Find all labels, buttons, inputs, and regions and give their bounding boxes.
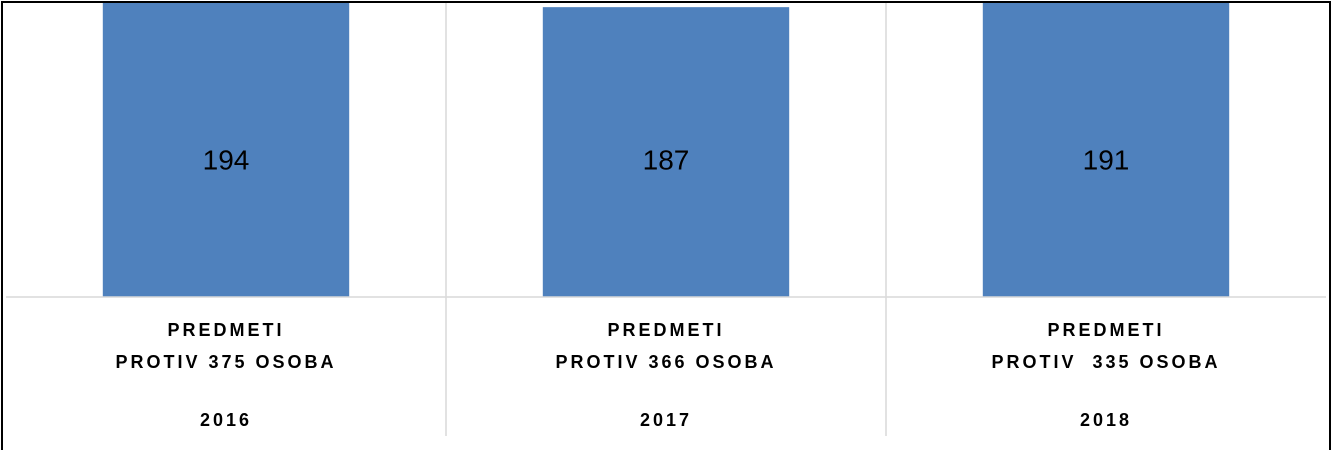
x-tick-label: 2016 bbox=[200, 410, 252, 430]
bar bbox=[102, 3, 350, 298]
x-tick-label: PROTIV 366 OSOBA bbox=[555, 352, 776, 372]
value-label: 187 bbox=[643, 144, 690, 175]
x-tick-label: PROTIV 375 OSOBA bbox=[115, 352, 336, 372]
x-tick-label: 2018 bbox=[1080, 410, 1132, 430]
x-tick-label: PREDMETI bbox=[1047, 320, 1164, 340]
bar bbox=[982, 3, 1230, 297]
x-tick-label: 2017 bbox=[640, 410, 692, 430]
plot-area bbox=[102, 3, 1230, 298]
x-tick-label: PREDMETI bbox=[607, 320, 724, 340]
x-tick-label: PREDMETI bbox=[167, 320, 284, 340]
value-label: 194 bbox=[203, 144, 250, 175]
value-label: 191 bbox=[1083, 144, 1130, 175]
x-tick-label: PROTIV 335 OSOBA bbox=[991, 352, 1220, 372]
bar bbox=[542, 7, 790, 298]
